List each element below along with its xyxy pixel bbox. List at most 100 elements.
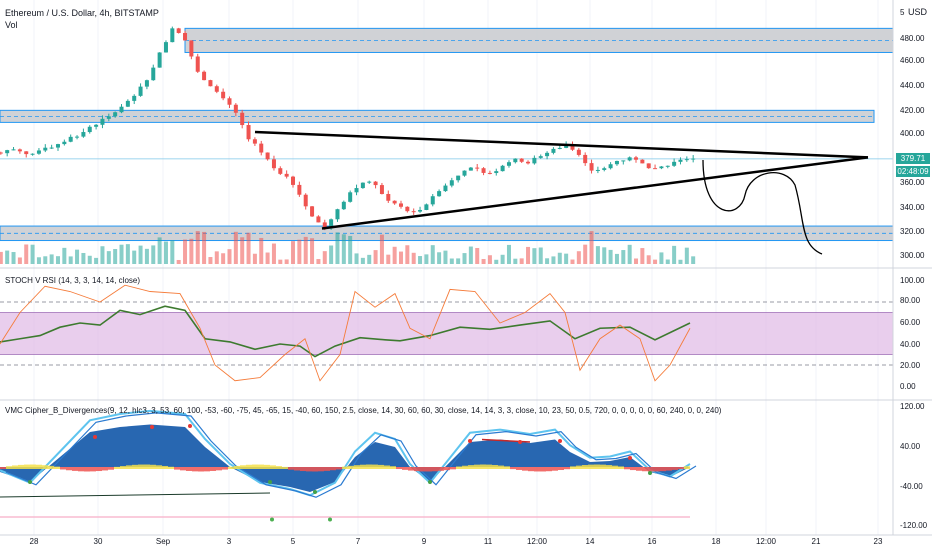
rsi-mfi-bar xyxy=(378,464,384,469)
wave-trend-signal xyxy=(5,412,697,498)
candle-body xyxy=(608,164,613,169)
sell-dot xyxy=(628,456,632,460)
rsi-mfi-bar xyxy=(48,465,54,469)
candle-body xyxy=(443,185,448,192)
rsi-mfi-bar xyxy=(288,467,294,470)
symbol-title: Ethereum / U.S. Dollar, 4h, BITSTAMP xyxy=(5,8,159,18)
candle-body xyxy=(195,56,200,72)
axis-lines xyxy=(0,0,932,536)
rsi-mfi-bar xyxy=(474,464,480,469)
rsi-mfi-bar xyxy=(366,464,372,469)
time-tick: 30 xyxy=(93,537,103,546)
rsi-mfi-bar xyxy=(570,466,576,469)
rsi-mfi-bar xyxy=(414,467,420,472)
stoch-rsi-label[interactable]: STOCH V RSI (14, 3, 3, 14, 14, close) xyxy=(5,276,141,285)
volume-bar xyxy=(341,234,346,264)
volume-bar xyxy=(170,240,175,264)
rsi-mfi-bar xyxy=(606,465,612,469)
volume-bar xyxy=(411,252,416,264)
rsi-mfi-bar xyxy=(450,467,456,470)
time-tick: 12:00 xyxy=(526,537,548,546)
cipher-b-pane xyxy=(0,409,697,522)
time-tick: 3 xyxy=(226,537,232,546)
candle-body xyxy=(354,188,359,193)
rsi-mfi-bar xyxy=(630,467,636,471)
volume-bar xyxy=(678,259,683,264)
candle-body xyxy=(163,42,168,53)
volume-bar xyxy=(30,244,35,264)
candle-body xyxy=(106,116,111,119)
rsi-mfi-bar xyxy=(396,467,402,470)
candle-body xyxy=(30,153,35,155)
rsi-mfi-bar xyxy=(84,467,90,472)
time-tick: 11 xyxy=(483,537,493,546)
rsi-mfi-bar xyxy=(516,467,522,470)
rsi-mfi-bar xyxy=(270,465,276,469)
rsi-mfi-bar xyxy=(384,465,390,469)
candle-body xyxy=(49,147,54,149)
candle-body xyxy=(614,160,619,165)
cipher-label[interactable]: VMC Cipher_B_Divergences(9, 12, hlc3, 3,… xyxy=(5,406,722,415)
candlesticks xyxy=(0,26,696,231)
volume-bar xyxy=(240,237,245,264)
price-tick: 440.00 xyxy=(900,81,925,90)
rsi-mfi-bar xyxy=(318,467,324,472)
candle-body xyxy=(119,106,124,113)
candle-body xyxy=(418,209,423,212)
rsi-mfi-bar xyxy=(258,464,264,469)
rsi-mfi-bar xyxy=(390,466,396,469)
candle-body xyxy=(519,158,524,162)
rsi-mfi-bar xyxy=(432,467,438,472)
volume-bar xyxy=(278,259,283,264)
rsi-mfi-bar xyxy=(300,467,306,472)
rsi-mfi-bar xyxy=(456,466,462,469)
sell-dot xyxy=(518,440,522,444)
candle-body xyxy=(157,52,162,68)
rsi-mfi-bar xyxy=(156,465,162,469)
rsi-mfi-bar xyxy=(246,464,252,469)
volume-bar xyxy=(297,239,302,264)
volume-bar xyxy=(195,231,200,264)
volume-bar xyxy=(259,237,264,264)
candle-body xyxy=(653,168,658,170)
time-tick: 5 xyxy=(290,537,296,546)
currency-label[interactable]: USD xyxy=(908,7,928,17)
rsi-mfi-bar xyxy=(486,464,492,469)
volume-bar xyxy=(106,251,111,264)
candle-body xyxy=(151,67,156,81)
candle-body xyxy=(291,176,296,185)
candle-body xyxy=(329,219,334,229)
rsi-mfi-bar xyxy=(54,466,60,469)
rsi-mfi-bar xyxy=(492,464,498,469)
volume-bar xyxy=(602,247,607,264)
time-tick: 14 xyxy=(585,537,595,546)
rsi-mfi-bar xyxy=(324,467,330,471)
rsi-mfi-bar xyxy=(162,465,168,469)
stoch-tick: 40.00 xyxy=(900,340,921,349)
candle-body xyxy=(589,163,594,171)
candle-body xyxy=(424,204,429,210)
volume-bar xyxy=(665,259,670,264)
time-tick: 21 xyxy=(811,537,821,546)
candle-body xyxy=(208,80,213,87)
volume-bar xyxy=(614,253,619,264)
rsi-mfi-bar xyxy=(96,467,102,472)
volume-bar xyxy=(640,248,645,264)
rsi-mfi-bar xyxy=(354,465,360,469)
volume-bar xyxy=(144,248,149,264)
rsi-mfi-bar xyxy=(186,467,192,471)
candle-body xyxy=(494,171,499,174)
candle-body xyxy=(303,194,308,207)
price-tick: 420.00 xyxy=(900,106,925,115)
volume-bar xyxy=(17,257,22,264)
price-tick: 460.00 xyxy=(900,56,925,65)
rsi-mfi-bar xyxy=(6,466,12,469)
sell-dot xyxy=(468,439,472,443)
volume-bar xyxy=(570,259,575,264)
volume-bar xyxy=(691,256,696,264)
stoch-rsi-pane xyxy=(0,284,893,382)
rsi-mfi-bar xyxy=(18,464,24,469)
rsi-mfi-bar xyxy=(66,467,72,471)
candle-body xyxy=(240,112,245,126)
